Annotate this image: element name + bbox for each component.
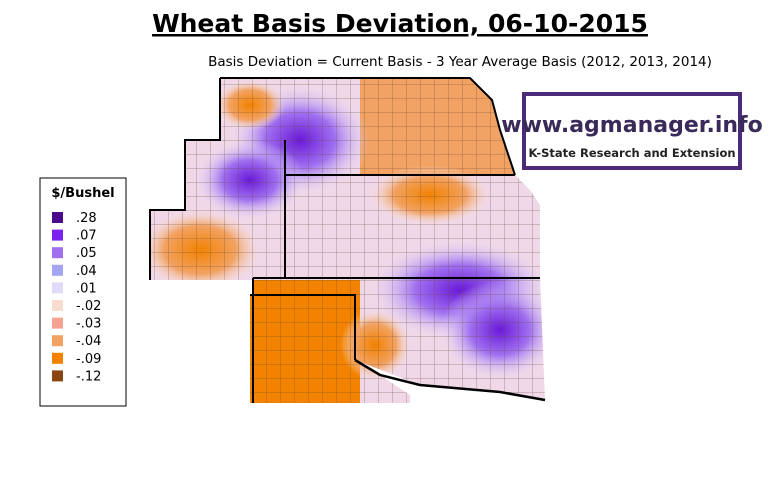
legend-swatch (52, 264, 63, 276)
legend-swatch (52, 335, 63, 347)
legend-label: -.03 (76, 317, 101, 332)
legend-swatch (52, 370, 63, 382)
legend-label: -.12 (76, 369, 101, 384)
legend-label: .07 (76, 229, 97, 244)
legend-title: $/Bushel (51, 186, 114, 201)
logo-url: www.agmanager.info (501, 113, 762, 138)
legend-label: .28 (76, 211, 97, 226)
logo-box (522, 92, 742, 170)
legend-label: -.09 (76, 352, 101, 367)
legend-swatch (52, 212, 63, 223)
legend-swatch (52, 300, 63, 311)
state-borders (149, 77, 546, 403)
legend-label: -.02 (76, 299, 101, 314)
legend-swatch (52, 229, 63, 241)
legend-label: .01 (76, 281, 97, 296)
legend-label: -.04 (76, 334, 101, 349)
legend-swatch (52, 317, 63, 329)
legend-label: .04 (76, 264, 97, 279)
title: Wheat Basis Deviation, 06-10-2015 (152, 9, 648, 38)
legend-swatch (52, 282, 63, 294)
legend-swatch (52, 352, 63, 364)
legend: .28 .07 .05 .04 .01 -.02 -.03 -.04 -.09 -.12 (52, 211, 101, 384)
legend-label: .05 (76, 246, 97, 261)
legend-swatch (52, 247, 63, 259)
subtitle: Basis Deviation = Current Basis - 3 Year… (208, 54, 712, 70)
logo-tagline: K-State Research and Extension (528, 146, 735, 160)
